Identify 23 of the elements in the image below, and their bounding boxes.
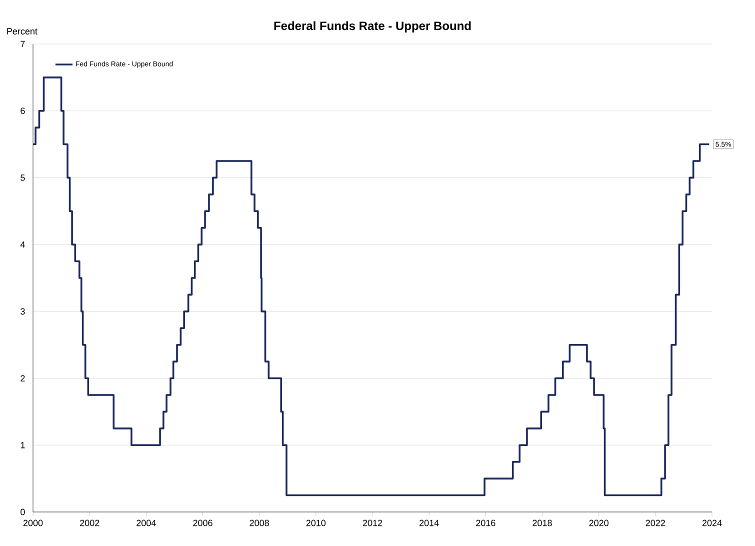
y-tick-label: 0 xyxy=(20,508,25,516)
x-tick-label: 2004 xyxy=(136,520,156,526)
y-tick-label: 4 xyxy=(20,241,25,248)
chart-title: Federal Funds Rate - Upper Bound xyxy=(274,21,471,32)
y-tick-label: 1 xyxy=(20,442,25,448)
y-tick-label: 2 xyxy=(20,375,25,382)
x-tick-label: 2014 xyxy=(420,520,439,526)
x-tick-label: 2018 xyxy=(532,520,552,526)
y-tick-label: 7 xyxy=(20,40,25,48)
x-tick-label: 2008 xyxy=(250,520,269,526)
x-tick-label: 2010 xyxy=(306,520,326,526)
y-tick-label: 6 xyxy=(20,108,25,114)
x-tick-label: 2024 xyxy=(702,520,722,526)
x-tick-label: 2012 xyxy=(362,520,382,526)
x-tick-label: 2000 xyxy=(23,520,43,526)
x-tick-label: 2016 xyxy=(476,520,496,526)
y-tick-label: 5 xyxy=(20,174,25,181)
y-axis-title: Percent xyxy=(7,28,38,34)
y-tick-label: 3 xyxy=(20,308,25,315)
x-tick-label: 2006 xyxy=(193,520,212,526)
x-tick-label: 2020 xyxy=(589,520,608,526)
x-tick-label: 2022 xyxy=(646,520,665,526)
x-tick-label: 2002 xyxy=(80,520,100,526)
